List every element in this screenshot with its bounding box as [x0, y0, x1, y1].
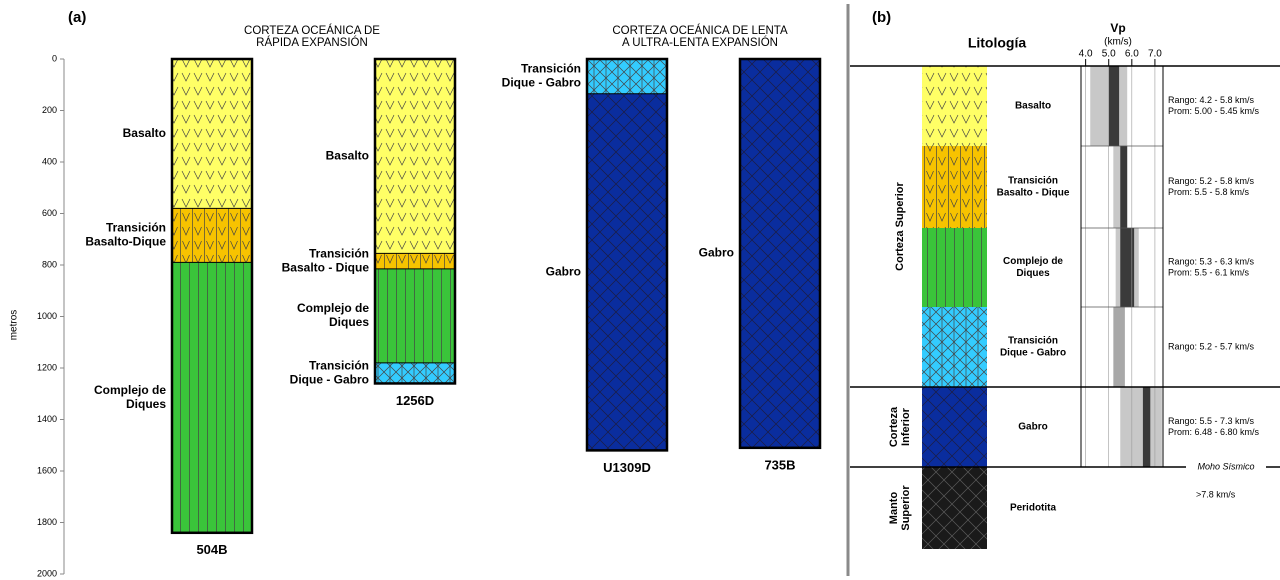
y-tick-label: 200 [42, 105, 57, 115]
y-axis-label: metros [9, 310, 20, 341]
layer-label: Transición [309, 358, 369, 372]
group-title: CORTEZA OCEÁNICA DE LENTA [612, 24, 788, 37]
y-tick-label: 600 [42, 208, 57, 218]
layer-label: Peridotita [1010, 503, 1057, 514]
page: (a) metros 0 200 400 600 800 1000 1200 1400 1600 18… [0, 0, 1280, 580]
vp-note: Rango: 5.2 - 5.7 km/s [1168, 341, 1255, 351]
layer-label: Basalto-Dique [85, 235, 166, 249]
y-tick-label: 1800 [37, 517, 57, 527]
vp-note: Rango: 4.2 - 5.8 km/s [1168, 95, 1255, 105]
group-title: A ULTRA-LENTA EXPANSIÓN [622, 36, 778, 49]
lithology-layer [375, 269, 455, 363]
vp-note: Rango: 5.3 - 6.3 km/s [1168, 256, 1255, 266]
vp-note: Prom: 5.5 - 6.1 km/s [1168, 267, 1250, 277]
lithology-layer [922, 66, 987, 146]
layer-label: Basalto [123, 126, 166, 140]
layer-label: Gabro [699, 246, 734, 260]
x-tick-label: 5.0 [1102, 49, 1116, 60]
layer-label: Transición [1008, 176, 1058, 187]
lithology-layer [922, 387, 987, 467]
vp-note: Rango: 5.5 - 7.3 km/s [1168, 416, 1255, 426]
layer-label: Diques [1016, 268, 1050, 279]
y-tick-label: 1000 [37, 311, 57, 321]
layer-label: Complejo de [297, 301, 369, 315]
lithology-layer [172, 208, 252, 262]
layer-label: Dique - Gabro [290, 372, 369, 386]
y-tick-label: 400 [42, 156, 57, 166]
unit-label: Superior [900, 485, 912, 531]
layer-label: Gabro [1018, 422, 1047, 433]
unit-label: Corteza Superior [894, 181, 906, 270]
lithology-layer [922, 307, 987, 387]
lithology-layer [922, 146, 987, 228]
panel-label: (b) [872, 9, 891, 26]
y-tick-label: 2000 [37, 568, 57, 578]
x-axis-unit: (km/s) [1104, 37, 1132, 48]
layer-label: Complejo de [1003, 256, 1063, 267]
column-name: 735B [764, 457, 795, 472]
lithology-layer [375, 253, 455, 268]
lithology-layer [172, 59, 252, 208]
y-tick-label: 1200 [37, 362, 57, 372]
layer-label: Complejo de [94, 383, 166, 397]
vp-note: >7.8 km/s [1196, 489, 1236, 499]
lithology-layer [587, 59, 667, 94]
layer-label: Transición [521, 62, 581, 76]
group-title: CORTEZA OCEÁNICA DE [244, 24, 380, 37]
lithology-layer [922, 228, 987, 307]
lithology-layer [587, 94, 667, 451]
unit-label: Corteza [888, 406, 900, 447]
layer-label: Diques [329, 315, 369, 329]
vp-range-bar [1113, 307, 1125, 387]
x-tick-label: 6.0 [1125, 49, 1139, 60]
moho-label: Moho Sísmico [1197, 461, 1254, 471]
panel-label: (a) [68, 9, 86, 26]
vp-mean-bar [1120, 146, 1127, 228]
y-tick-label: 1400 [37, 414, 57, 424]
column-name: U1309D [603, 460, 651, 475]
vp-note: Rango: 5.2 - 5.8 km/s [1168, 176, 1255, 186]
vp-mean-bar [1109, 66, 1119, 146]
lithology-layer [375, 363, 455, 384]
column-name: 1256D [396, 393, 434, 408]
vp-note: Prom: 6.48 - 6.80 km/s [1168, 427, 1260, 437]
layer-label: Basalto [1015, 101, 1051, 112]
layer-label: Basalto [326, 148, 369, 162]
unit-label: Inferior [900, 407, 912, 446]
layer-label: Dique - Gabro [502, 76, 581, 90]
vp-range-bar [1120, 387, 1162, 467]
figure: (a) metros 0 200 400 600 800 1000 1200 1400 1600 18… [0, 0, 1280, 580]
vp-note: Prom: 5.5 - 5.8 km/s [1168, 187, 1250, 197]
layer-label: Transición [1008, 336, 1058, 347]
lithology-layer [922, 467, 987, 549]
layer-label: Basalto - Dique [997, 188, 1070, 199]
layer-label: Basalto - Dique [282, 260, 370, 274]
layer-label: Diques [126, 397, 166, 411]
lithology-layer [172, 262, 252, 532]
layer-label: Transición [106, 221, 166, 235]
layer-label: Dique - Gabro [1000, 348, 1066, 359]
x-tick-label: 4.0 [1079, 49, 1093, 60]
y-tick-label: 1600 [37, 465, 57, 475]
lithology-layer [375, 59, 455, 253]
layer-label: Gabro [546, 264, 581, 278]
column-name: 504B [196, 542, 227, 557]
x-tick-label: 7.0 [1148, 49, 1162, 60]
y-tick-label: 0 [52, 53, 57, 63]
vp-mean-bar [1143, 387, 1150, 467]
group-title: RÁPIDA EXPANSIÓN [256, 36, 368, 49]
layer-label: Transición [309, 246, 369, 260]
x-axis-label: Vp [1110, 21, 1125, 35]
y-tick-label: 800 [42, 259, 57, 269]
unit-label: Manto [888, 492, 900, 525]
lithology-layer [740, 59, 820, 448]
vp-note: Prom: 5.00 - 5.45 km/s [1168, 106, 1260, 116]
column-title: Litología [968, 35, 1027, 51]
